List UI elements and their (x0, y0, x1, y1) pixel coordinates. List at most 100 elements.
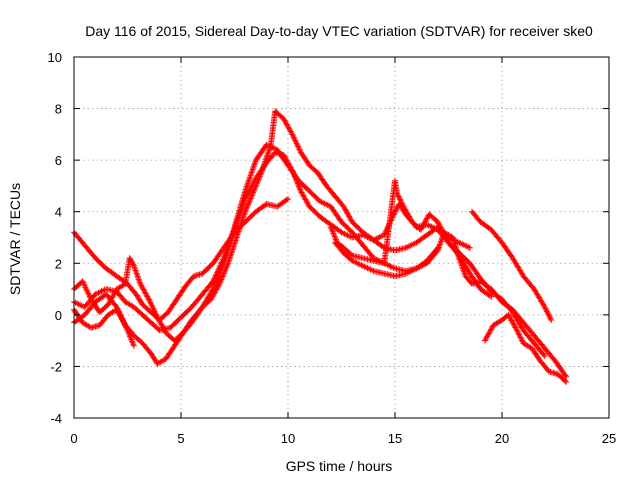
data-marker-run (499, 239, 515, 260)
data-marker-run (289, 131, 304, 154)
data-marker-run (145, 296, 160, 319)
plot-frame (73, 56, 610, 419)
x-tick-label: 25 (602, 431, 616, 446)
y-tick-label: 8 (55, 102, 62, 117)
y-tick-label: 2 (55, 256, 62, 271)
data-marker-run (96, 313, 111, 329)
data-marker-run (122, 299, 136, 310)
y-tick-label: -2 (50, 359, 62, 374)
data-marker-run (297, 188, 312, 209)
data-marker-run (113, 281, 127, 293)
data-marker-run (167, 315, 183, 331)
data-marker-run (514, 327, 526, 345)
data-marker-run (285, 162, 301, 183)
data-marker-run (529, 345, 543, 363)
data-marker-run (505, 311, 520, 332)
data-marker-run (180, 318, 194, 336)
data-marker-run (242, 209, 258, 225)
data-marker-run (208, 282, 222, 303)
data-marker-run (259, 143, 274, 174)
data-marker-run (359, 262, 376, 274)
chart-title: Day 116 of 2015, Sidereal Day-to-day VTE… (85, 23, 593, 39)
data-marker-run (306, 162, 320, 175)
data-marker-run (552, 358, 569, 379)
y-tick-label: 0 (55, 308, 62, 323)
data-marker-run (280, 115, 295, 136)
data-marker-run (323, 182, 337, 198)
data-marker-run (317, 213, 333, 227)
y-tick-label: 4 (55, 205, 62, 220)
data-marker-run (103, 265, 119, 279)
x-tick-label: 0 (70, 431, 77, 446)
data-marker-run (402, 266, 418, 277)
data-marker-run (315, 170, 329, 188)
data-marker-run (242, 158, 259, 195)
data-marker-run (477, 275, 494, 294)
x-tick-label: 5 (177, 431, 184, 446)
data-marker-run (130, 332, 145, 346)
data-marker-run (349, 229, 365, 247)
data-marker-run (541, 345, 558, 363)
data-marker-run (113, 304, 130, 332)
data-marker-run (139, 311, 153, 325)
x-axis-title: GPS time / hours (286, 458, 393, 474)
data-marker-run (139, 301, 153, 315)
data-marker-run (79, 278, 94, 301)
data-marker-run (272, 108, 286, 121)
data-marker-run (456, 252, 473, 276)
data-marker-run (424, 246, 440, 264)
data-marker-run (274, 196, 290, 210)
data-marker-run (340, 244, 354, 258)
x-tick-label: 15 (388, 431, 402, 446)
data-marker-run (122, 256, 133, 287)
grid (74, 57, 609, 418)
data-marker-run (103, 291, 119, 309)
data-marker-run (338, 219, 354, 235)
data-marker-run (359, 242, 376, 260)
data-marker-run (477, 219, 493, 232)
series-track-5 (71, 291, 137, 349)
data-marker-run (537, 358, 551, 374)
data-marker-run (327, 203, 344, 224)
y-axis-title: SDTVAR / TECUs (7, 183, 23, 295)
data-marker-run (340, 250, 354, 263)
data-marker-run (233, 210, 248, 241)
data-marker-run (400, 203, 415, 224)
data-marker-run (306, 188, 322, 204)
series-track-8 (481, 311, 570, 385)
data-marker-run (469, 208, 483, 224)
data-marker-run (488, 226, 504, 245)
data-marker-run (133, 291, 145, 307)
y-tick-label: -4 (50, 411, 62, 426)
data-marker-run (225, 236, 240, 267)
data-marker-run (381, 270, 397, 279)
data-marker-run (349, 219, 365, 235)
data-marker-run (165, 297, 179, 316)
data-marker-run (297, 149, 312, 167)
data-marker-run (417, 212, 432, 233)
data-marker-run (242, 189, 257, 215)
data-marker (541, 353, 548, 360)
data-marker-run (541, 304, 554, 322)
data-marker-run (171, 331, 186, 349)
data-marker-run (349, 257, 365, 269)
data-marker-run (154, 314, 169, 335)
y-tick-label: 10 (48, 50, 62, 65)
data-marker-run (231, 189, 248, 231)
data-marker-run (394, 190, 406, 209)
data-marker-run (531, 332, 547, 351)
data-marker-run (274, 146, 291, 167)
data-marker-run (332, 193, 346, 209)
data-marker-run (520, 273, 536, 291)
data-marker-run (173, 284, 188, 303)
data-marker-run (434, 219, 451, 245)
data-marker (434, 244, 441, 251)
data-marker-run (126, 255, 137, 268)
data-marker-run (252, 201, 269, 215)
data-marker-run (426, 211, 440, 224)
data-marker-run (216, 261, 231, 287)
data-marker-run (520, 340, 534, 351)
data-marker-run (413, 232, 429, 246)
data-marker-run (92, 255, 108, 271)
